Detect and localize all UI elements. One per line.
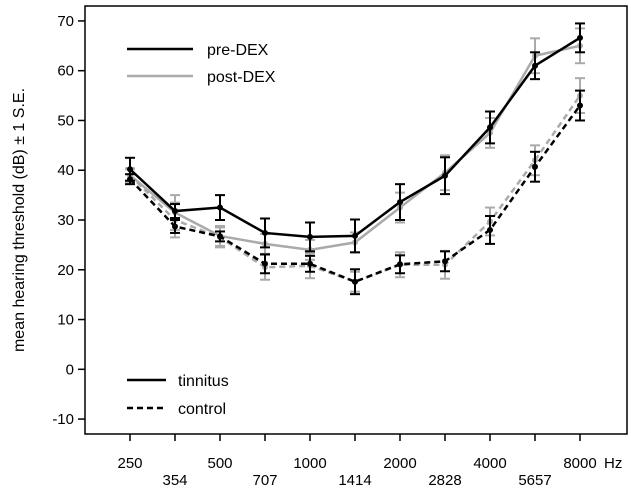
data-point	[217, 233, 223, 239]
x-tick-label: 4000	[473, 455, 506, 472]
series-pre-dex-control	[125, 91, 585, 295]
y-axis-title: mean hearing threshold (dB) ± 1 S.E.	[11, 88, 28, 352]
data-point	[397, 261, 403, 267]
y-tick-label: 10	[57, 312, 74, 329]
data-point	[487, 227, 493, 233]
data-point	[127, 176, 133, 182]
y-axis: -10 0 10 20 30 40 50 60 70	[52, 13, 85, 428]
legend-color: pre-DEX post-DEX	[127, 42, 276, 86]
data-point	[127, 166, 133, 172]
data-point	[307, 261, 313, 267]
data-point	[352, 279, 358, 285]
x-tick-label: 2000	[383, 455, 416, 472]
y-tick-label: 20	[57, 262, 74, 279]
data-point	[532, 164, 538, 170]
data-point	[442, 173, 448, 179]
y-tick-label: 70	[57, 13, 74, 30]
y-tick-label: 0	[66, 361, 74, 378]
legend-label-control: control	[178, 401, 226, 418]
legend-label-tinnitus: tinnitus	[178, 373, 229, 390]
series-post-dex-control	[125, 78, 585, 292]
x-tick-label: 354	[162, 472, 187, 488]
x-tick-label: 250	[117, 455, 142, 472]
series-line	[130, 96, 580, 282]
x-axis: 250 354 500 707 1000 1414 2000 2828 4000 5657 8000	[117, 434, 596, 488]
data-point	[487, 124, 493, 130]
x-tick-label: 2828	[428, 472, 461, 488]
legend-label-pre-dex: pre-DEX	[207, 42, 269, 59]
data-point	[577, 35, 583, 41]
data-point	[307, 234, 313, 240]
x-tick-label: 1414	[338, 472, 371, 488]
legend-style: tinnitus control	[127, 373, 229, 418]
series-line	[130, 106, 580, 282]
data-point	[397, 199, 403, 205]
y-tick-label: 30	[57, 212, 74, 229]
y-tick-label: 50	[57, 112, 74, 129]
x-tick-label: 5657	[518, 472, 551, 488]
x-tick-label: 8000	[563, 455, 596, 472]
data-point	[172, 208, 178, 214]
data-point	[262, 261, 268, 267]
y-tick-label: 40	[57, 162, 74, 179]
x-tick-label: 500	[207, 455, 232, 472]
data-point	[442, 258, 448, 264]
series-pre-dex-tinnitus	[125, 23, 585, 252]
series-line	[130, 38, 580, 237]
legend-label-post-dex: post-DEX	[207, 69, 276, 86]
data-point	[217, 205, 223, 211]
data-point	[352, 233, 358, 239]
x-tick-label: 707	[252, 472, 277, 488]
x-tick-label: 1000	[293, 455, 326, 472]
y-tick-label: -10	[52, 411, 74, 428]
x-axis-unit: Hz	[604, 455, 622, 472]
data-point	[262, 230, 268, 236]
series-layer	[125, 23, 585, 294]
data-point	[172, 223, 178, 229]
y-tick-label: 60	[57, 63, 74, 80]
data-point	[577, 103, 583, 109]
data-point	[532, 63, 538, 69]
